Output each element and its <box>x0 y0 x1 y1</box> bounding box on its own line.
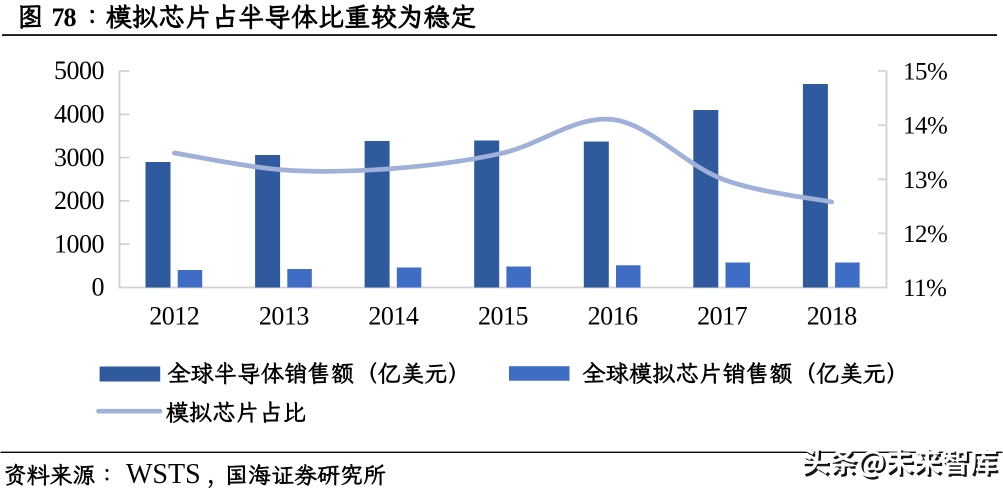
svg-text:2016: 2016 <box>588 302 639 331</box>
svg-text:WSTS: WSTS <box>126 459 201 490</box>
svg-text:13%: 13% <box>903 167 947 194</box>
svg-text:15%: 15% <box>903 59 947 86</box>
svg-text:11%: 11% <box>903 275 946 302</box>
svg-text:4000: 4000 <box>54 100 105 129</box>
svg-text:2018: 2018 <box>807 302 858 331</box>
svg-text:5000: 5000 <box>54 56 105 85</box>
svg-text:2012: 2012 <box>149 302 199 331</box>
svg-text:2017: 2017 <box>697 302 748 331</box>
svg-text:2014: 2014 <box>368 302 419 331</box>
svg-text:2000: 2000 <box>54 186 105 215</box>
svg-text:14%: 14% <box>903 113 947 140</box>
svg-text:12%: 12% <box>903 221 947 248</box>
svg-text:0: 0 <box>92 273 105 302</box>
svg-text:2013: 2013 <box>259 302 309 331</box>
svg-text:78: 78 <box>52 3 77 32</box>
svg-text:3000: 3000 <box>54 143 105 172</box>
svg-text:2015: 2015 <box>478 302 528 331</box>
svg-text:1000: 1000 <box>54 229 105 258</box>
